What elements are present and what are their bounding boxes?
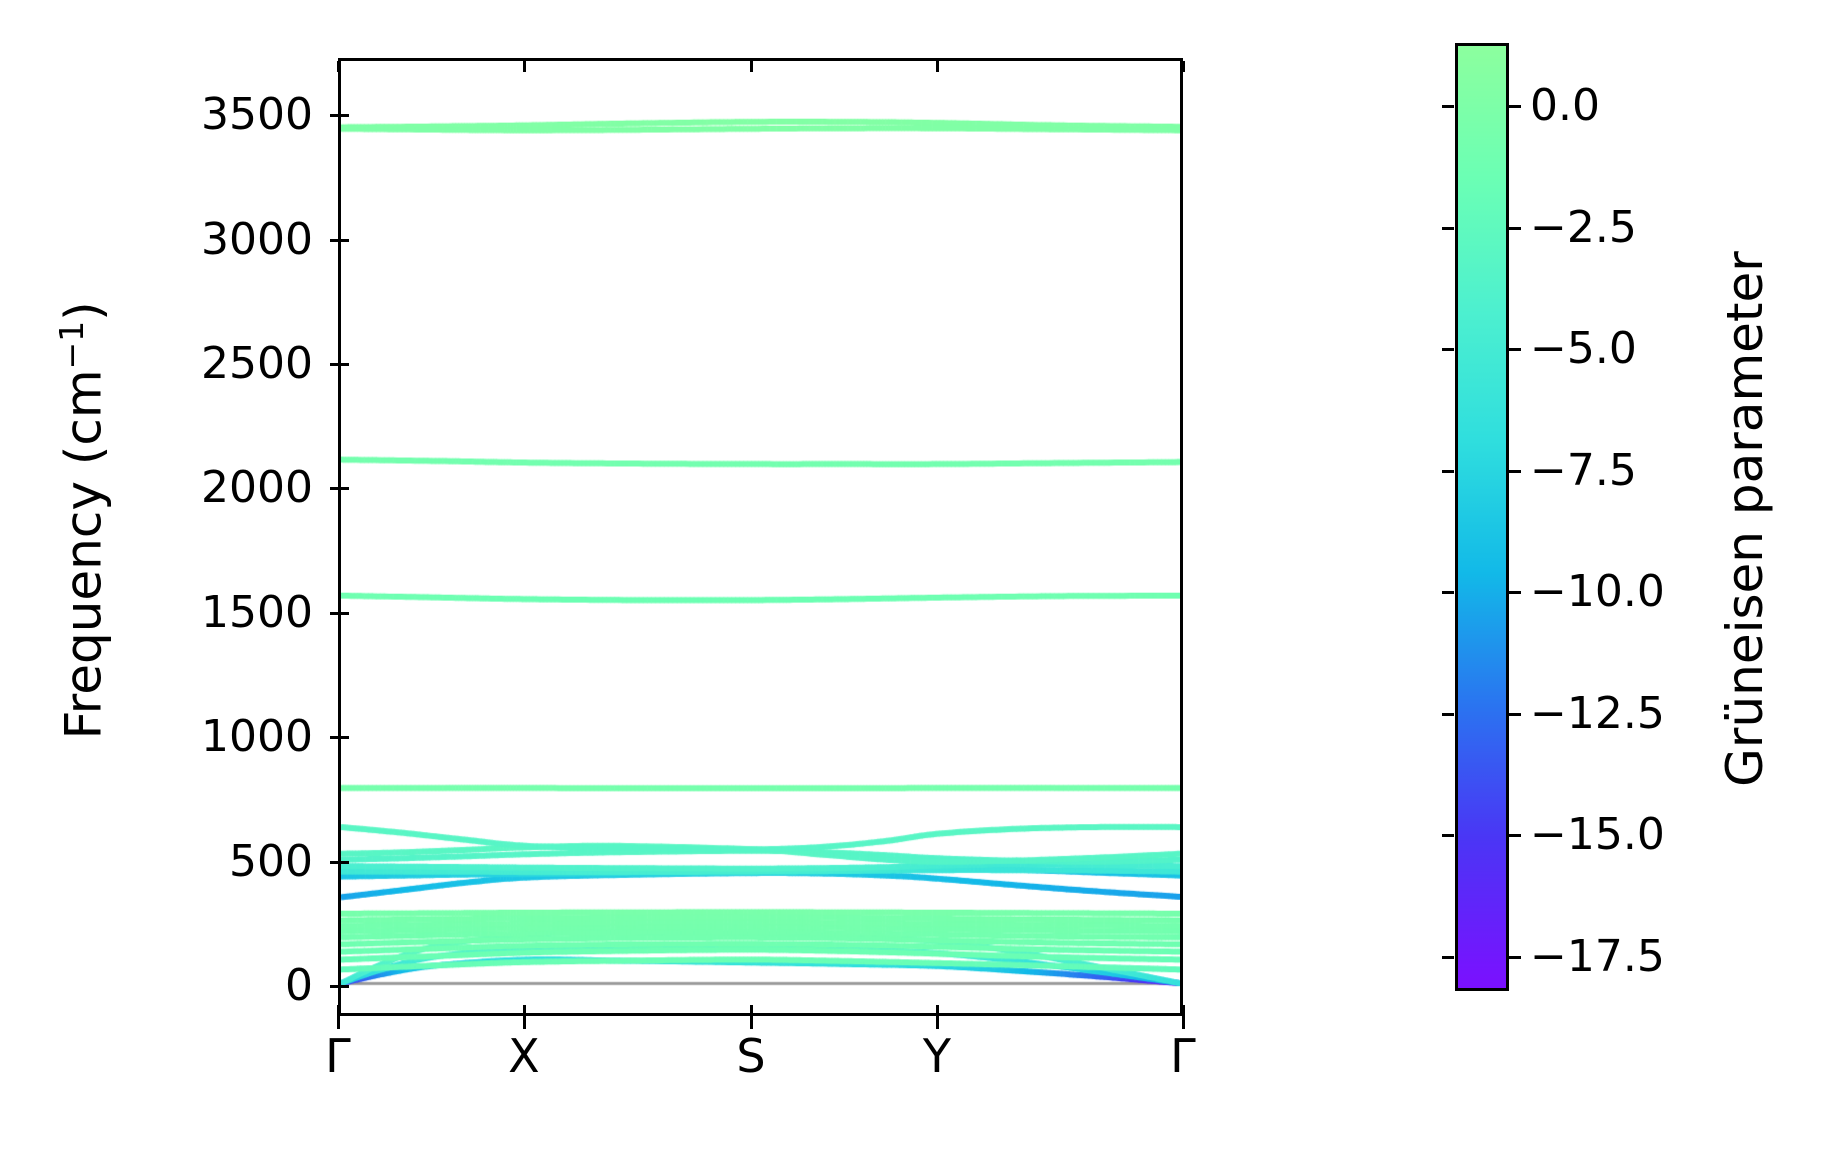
plot-axes (338, 58, 1183, 1016)
x-tick-mark (337, 1016, 340, 1029)
y-tick-mark (330, 114, 343, 118)
colorbar-tick-mark-inner (1442, 469, 1454, 473)
x-tick-mark-inner (935, 1005, 939, 1016)
x-tick-label: X (508, 1029, 540, 1083)
colorbar-tick-mark-inner (1442, 834, 1454, 838)
y-tick-mark-inner (338, 611, 349, 615)
x-tick-label: Γ (1170, 1029, 1196, 1083)
colorbar-tick-mark (1509, 105, 1521, 109)
colorbar-tick-mark-inner (1442, 955, 1454, 959)
x-tick-mark-top (935, 61, 939, 72)
y-tick-mark-inner (338, 860, 349, 864)
y-tick-mark (330, 611, 343, 615)
y-tick-label: 0 (285, 960, 313, 1012)
colorbar-tick-mark (1509, 712, 1521, 716)
y-tick-mark-inner (338, 363, 349, 367)
y-tick-mark (330, 985, 343, 989)
y-tick-label: 3000 (201, 213, 313, 265)
y-tick-mark-inner (338, 487, 349, 491)
y-tick-label: 1000 (201, 711, 313, 763)
x-tick-mark (522, 1016, 526, 1029)
x-tick-mark (935, 1016, 939, 1029)
colorbar-tick-mark-inner (1442, 591, 1454, 595)
y-tick-mark-inner (338, 985, 349, 989)
colorbar-title: Grüneisen parameter (1716, 119, 1774, 919)
colorbar-gradient (1458, 46, 1506, 988)
colorbar-tick-mark-inner (1442, 348, 1454, 352)
colorbar (1455, 43, 1509, 991)
colorbar-tick-label: −10.0 (1530, 566, 1665, 618)
colorbar-tick-label: −12.5 (1530, 687, 1665, 739)
x-tick-label: S (736, 1029, 766, 1083)
y-tick-label: 500 (229, 835, 313, 887)
colorbar-tick-mark (1509, 591, 1521, 595)
x-tick-label: Γ (325, 1029, 351, 1083)
colorbar-tick-mark (1509, 226, 1521, 230)
x-tick-mark-inner (1182, 1005, 1185, 1016)
x-tick-mark (749, 1016, 753, 1029)
band-structure-canvas (341, 61, 1180, 1013)
y-tick-label: 1500 (201, 586, 313, 638)
colorbar-tick-mark-inner (1442, 712, 1454, 716)
y-tick-mark (330, 860, 343, 864)
colorbar-tick-label: −17.5 (1530, 930, 1665, 982)
x-tick-mark-top (1182, 61, 1185, 72)
colorbar-tick-mark (1509, 469, 1521, 473)
colorbar-tick-label: −7.5 (1530, 444, 1637, 496)
colorbar-title-text: Grüneisen parameter (1716, 251, 1774, 787)
y-tick-mark-inner (338, 238, 349, 242)
colorbar-tick-label: −5.0 (1530, 323, 1637, 375)
x-tick-mark-top (337, 61, 340, 72)
x-tick-label: Y (922, 1029, 951, 1083)
colorbar-tick-mark (1509, 348, 1521, 352)
colorbar-tick-label: −15.0 (1530, 809, 1665, 861)
x-tick-mark-inner (522, 1005, 526, 1016)
colorbar-tick-label: 0.0 (1530, 80, 1600, 132)
x-tick-mark-top (749, 61, 753, 72)
y-tick-label: 2000 (201, 462, 313, 514)
x-tick-mark-top (522, 61, 526, 72)
colorbar-tick-mark-inner (1442, 226, 1454, 230)
y-tick-mark (330, 238, 343, 242)
x-tick-mark (1182, 1016, 1185, 1029)
x-tick-mark-inner (337, 1005, 340, 1016)
colorbar-tick-mark-inner (1442, 105, 1454, 109)
y-tick-mark-inner (338, 736, 349, 740)
colorbar-tick-mark (1509, 834, 1521, 838)
colorbar-tick-label: −2.5 (1530, 201, 1637, 253)
y-tick-mark (330, 487, 343, 491)
y-tick-mark-inner (338, 114, 349, 118)
y-tick-mark (330, 736, 343, 740)
x-tick-mark-inner (749, 1005, 753, 1016)
y-tick-label: 3500 (201, 89, 313, 141)
y-tick-mark (330, 363, 343, 367)
colorbar-tick-mark (1509, 955, 1521, 959)
y-tick-label: 2500 (201, 338, 313, 390)
